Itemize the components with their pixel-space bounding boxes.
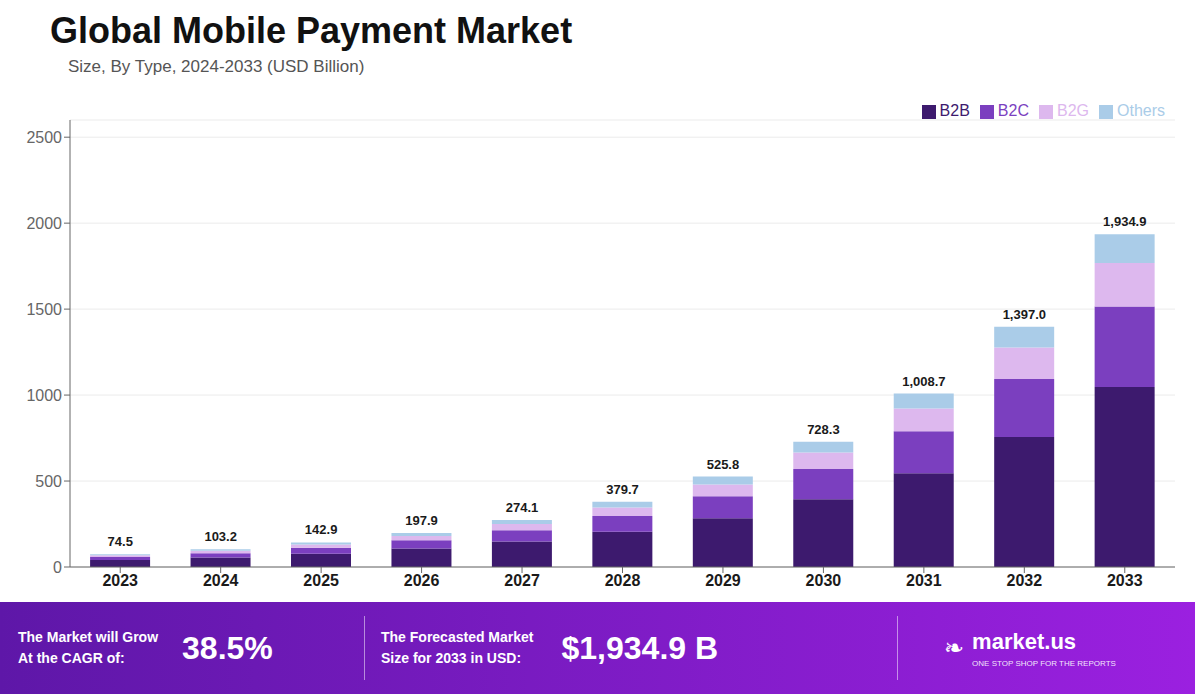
html-text:B2C: B2C (997, 102, 1029, 119)
html-text:ONE STOP SHOP FOR THE REPORTS: ONE STOP SHOP FOR THE REPORTS (972, 658, 1116, 668)
svg-text:2000: 2000 (26, 215, 62, 232)
html-text:B2G: B2G (1057, 102, 1089, 119)
svg-text:2024: 2024 (203, 572, 239, 589)
svg-text:379.7: 379.7 (606, 482, 639, 497)
svg-text:2032: 2032 (1007, 572, 1043, 589)
svg-text:525.8: 525.8 (707, 457, 740, 472)
html-text:Global Mobile Payment Market: Global Mobile Payment Market (50, 10, 573, 51)
html-text:❧ market.us: ❧ market.us (944, 628, 1077, 662)
svg-text:728.3: 728.3 (807, 422, 840, 437)
svg-text:142.9: 142.9 (305, 522, 338, 537)
svg-text:197.9: 197.9 (405, 513, 438, 528)
svg-text:2026: 2026 (404, 572, 440, 589)
svg-text:1000: 1000 (26, 387, 62, 404)
svg-text:274.1: 274.1 (506, 500, 539, 515)
html-text:Others: Others (1117, 102, 1165, 119)
svg-text:2028: 2028 (605, 572, 641, 589)
svg-text:2023: 2023 (102, 572, 138, 589)
html-text:B2B: B2B (939, 102, 970, 119)
svg-text:500: 500 (35, 473, 62, 490)
html-text:Size, By Type, 2024-2033 (USD: Size, By Type, 2024-2033 (USD Billion) (68, 57, 365, 77)
svg-text:2025: 2025 (303, 572, 339, 589)
svg-text:2033: 2033 (1107, 572, 1143, 589)
html-text:The Forecasted Market Size for: The Forecasted Market Size for 2033 in U… (381, 629, 534, 666)
svg-text:2030: 2030 (806, 572, 842, 589)
svg-text:74.5: 74.5 (108, 534, 133, 549)
svg-text:0: 0 (53, 559, 62, 576)
svg-text:1,008.7: 1,008.7 (902, 374, 945, 389)
svg-text:2027: 2027 (504, 572, 540, 589)
svg-text:2029: 2029 (705, 572, 741, 589)
html-text:The Market will Grow At the CA: The Market will Grow At the CAGR of: (18, 629, 158, 666)
svg-text:1,397.0: 1,397.0 (1003, 307, 1046, 322)
svg-text:2500: 2500 (26, 129, 62, 146)
svg-text:103.2: 103.2 (204, 529, 237, 544)
html-text:$1,934.9 B: $1,934.9 B (561, 629, 719, 666)
html-text:38.5%: 38.5% (182, 629, 273, 666)
svg-text:2031: 2031 (906, 572, 942, 589)
svg-text:1500: 1500 (26, 301, 62, 318)
svg-text:1,934.9: 1,934.9 (1103, 214, 1146, 229)
